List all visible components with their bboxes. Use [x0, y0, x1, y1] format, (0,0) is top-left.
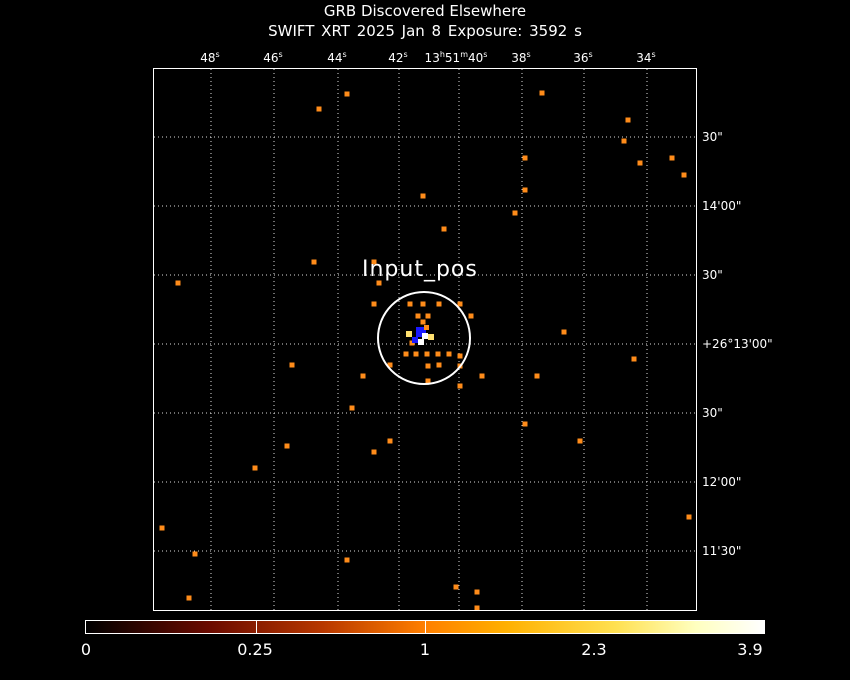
photon-event — [413, 351, 419, 357]
photon-event — [289, 362, 295, 368]
sky-image — [154, 69, 696, 610]
photon-event — [637, 160, 643, 166]
colorbar-label-0: 0 — [80, 640, 92, 659]
ra-label-44: 44s — [327, 50, 347, 65]
colorbar-tick — [256, 621, 257, 634]
ra-label-34: 34s — [636, 50, 656, 65]
coordinate-grid — [154, 69, 696, 610]
photon-event — [252, 465, 258, 471]
photon-event — [284, 443, 290, 449]
photon-event — [387, 362, 393, 368]
photon-event — [577, 438, 583, 444]
ra-label-42: 42s — [388, 50, 408, 65]
photon-event — [371, 259, 377, 265]
photon-event — [371, 301, 377, 307]
photon-event — [686, 514, 692, 520]
photon-events — [159, 90, 692, 610]
photon-event — [468, 313, 474, 319]
photon-event — [371, 449, 377, 455]
dec-label-1: 30" — [702, 130, 723, 144]
photon-event — [360, 373, 366, 379]
photon-event — [349, 405, 355, 411]
photon-event — [669, 155, 675, 161]
photon-event — [539, 90, 545, 96]
photon-event — [479, 373, 485, 379]
photon-event — [681, 172, 687, 178]
photon-event — [621, 138, 627, 144]
photon-event — [625, 117, 631, 123]
colorbar-label-1: 0.25 — [237, 640, 273, 659]
photon-event — [425, 363, 431, 369]
photon-event — [441, 226, 447, 232]
dec-label-7: 11'30" — [702, 544, 742, 558]
input-pos-label: Input_pos — [362, 257, 478, 282]
photon-event — [344, 557, 350, 563]
dec-label-5: 30" — [702, 406, 723, 420]
photon-event — [415, 313, 421, 319]
photon-event — [376, 280, 382, 286]
photon-event — [446, 351, 452, 357]
photon-event — [311, 259, 317, 265]
photon-event — [522, 155, 528, 161]
photon-event — [403, 351, 409, 357]
ra-label-46: 46s — [263, 50, 283, 65]
dec-label-4: +26°13'00" — [702, 337, 773, 351]
photon-event — [186, 595, 192, 601]
photon-event — [407, 301, 413, 307]
photon-event — [522, 421, 528, 427]
colorbar-label-3: 2.3 — [581, 640, 607, 659]
photon-event — [474, 605, 480, 610]
ra-label-38: 38s — [511, 50, 531, 65]
photon-event — [344, 91, 350, 97]
photon-event — [522, 187, 528, 193]
photon-event — [420, 193, 426, 199]
photon-event — [457, 353, 463, 359]
photon-event — [512, 210, 518, 216]
photon-event — [316, 106, 322, 112]
photon-event — [425, 313, 431, 319]
chart-subtitle: SWIFT XRT 2025 Jan 8 Exposure: 3592 s — [268, 22, 582, 40]
colorbar — [85, 620, 765, 634]
dec-label-3: 30" — [702, 268, 723, 282]
chart-title: GRB Discovered Elsewhere — [323, 2, 527, 20]
photon-event — [453, 584, 459, 590]
sky-image-panel — [153, 68, 697, 611]
ra-label-36: 36s — [573, 50, 593, 65]
source-core — [406, 325, 434, 345]
colorbar-label-2: 1 — [419, 640, 431, 659]
colorbar-label-4: 3.9 — [737, 640, 763, 659]
input-position-circle — [377, 291, 471, 385]
photon-event — [457, 383, 463, 389]
photon-event — [425, 378, 431, 384]
photon-event — [561, 329, 567, 335]
photon-event — [436, 362, 442, 368]
photon-event — [192, 551, 198, 557]
photon-event — [457, 301, 463, 307]
photon-event — [436, 301, 442, 307]
photon-event — [534, 373, 540, 379]
dec-label-2: 14'00" — [702, 199, 742, 213]
photon-event — [387, 438, 393, 444]
photon-event — [420, 301, 426, 307]
photon-event — [474, 589, 480, 595]
photon-event — [631, 356, 637, 362]
ra-label-center: 13h51m40s — [424, 50, 488, 65]
photon-event — [420, 319, 426, 325]
ra-label-48: 48s — [200, 50, 220, 65]
photon-event — [159, 525, 165, 531]
colorbar-tick — [425, 621, 426, 634]
photon-event — [175, 280, 181, 286]
photon-event — [424, 351, 430, 357]
dec-label-6: 12'00" — [702, 475, 742, 489]
photon-event — [435, 351, 441, 357]
